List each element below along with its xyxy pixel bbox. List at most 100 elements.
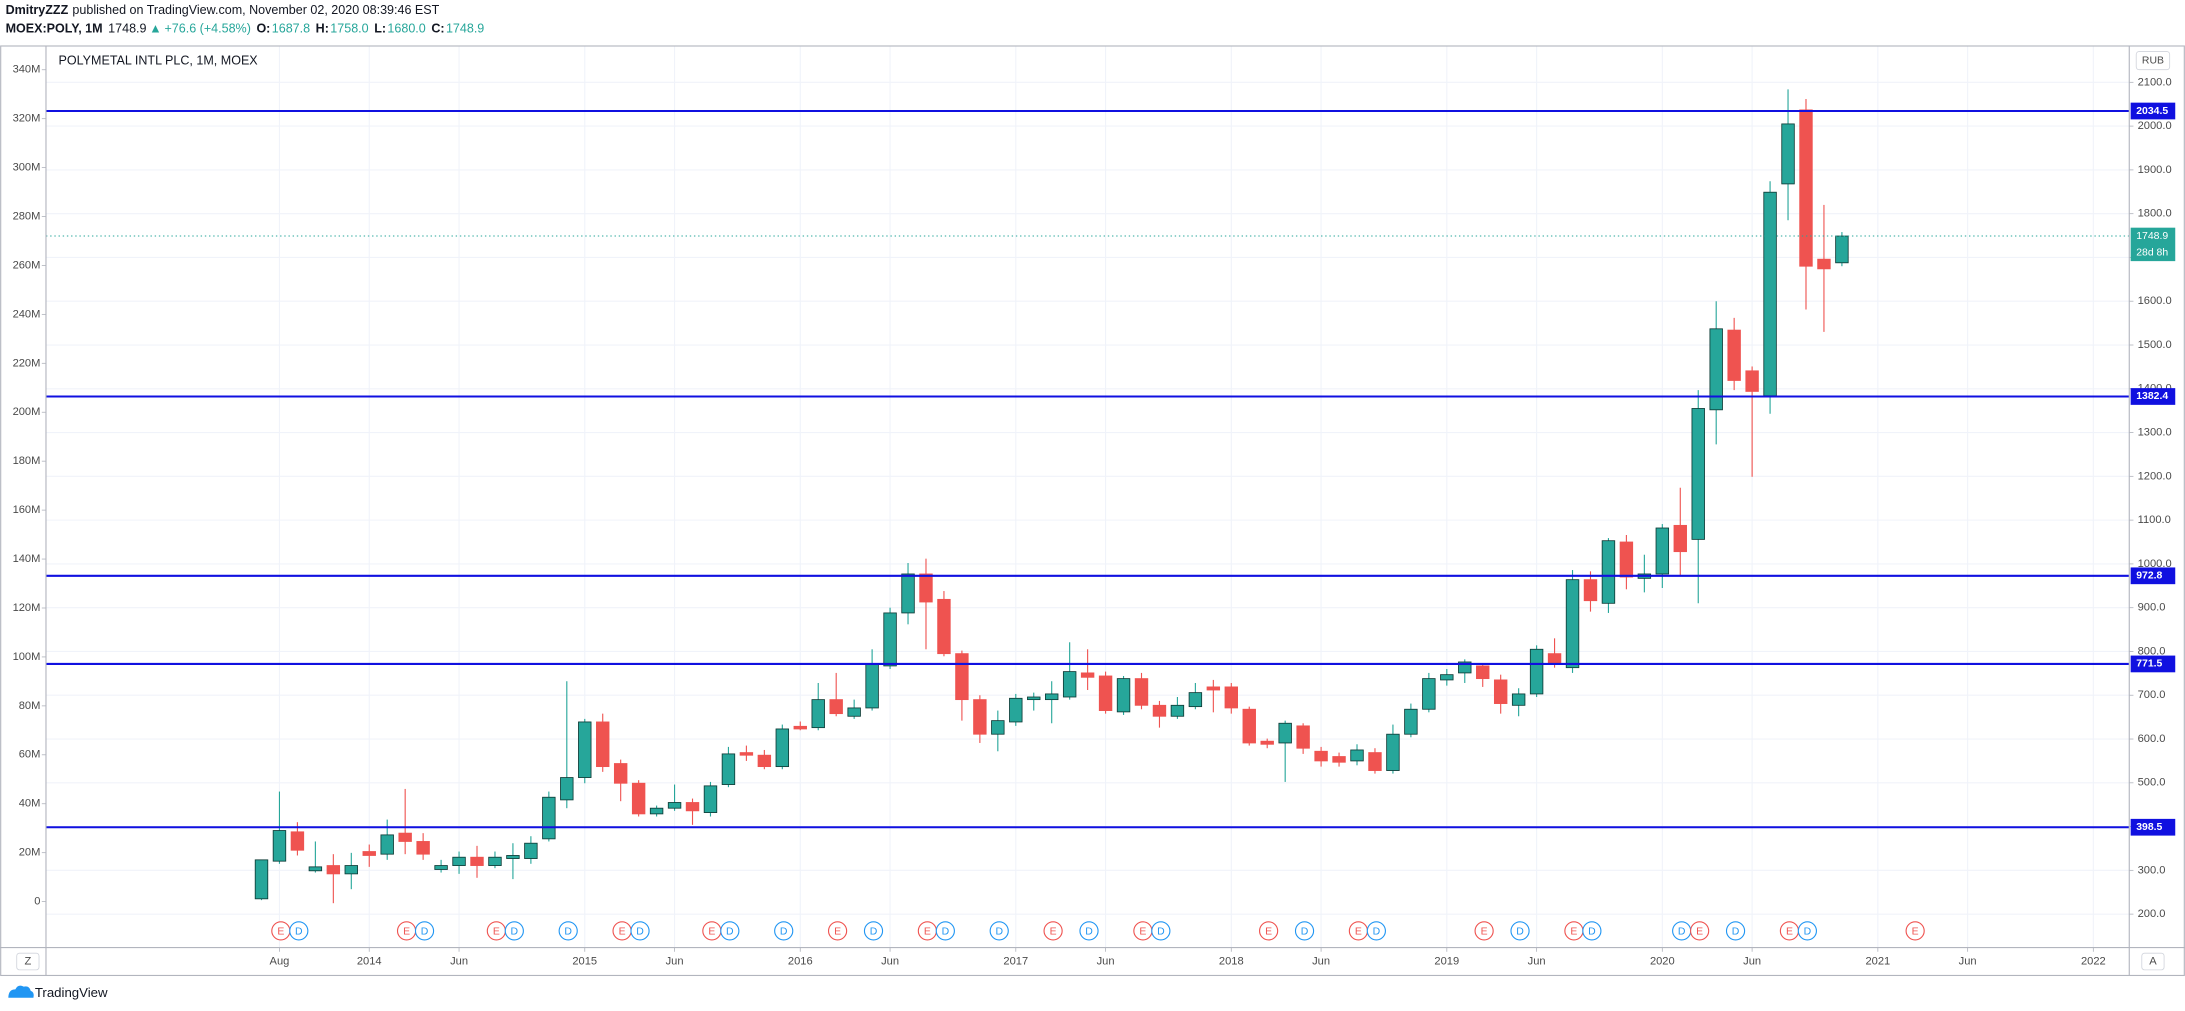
y2-tick-label: 20M — [19, 847, 41, 859]
y-tick-label: 2000.0 — [2138, 120, 2172, 132]
candle-body — [829, 699, 843, 715]
candle-body — [1296, 725, 1310, 749]
event-label[interactable]: D — [942, 926, 950, 937]
scale-button-label[interactable]: A — [2149, 955, 2157, 967]
event-marker[interactable] — [1151, 921, 1171, 941]
event-label[interactable]: D — [1804, 926, 1812, 937]
candle-body — [1763, 191, 1777, 397]
event-marker[interactable] — [935, 921, 955, 941]
event-label[interactable]: D — [995, 926, 1003, 937]
event-marker[interactable] — [1043, 921, 1063, 941]
event-label[interactable]: D — [1301, 926, 1309, 937]
candle-body — [1745, 370, 1759, 392]
x-tick-label: Jun — [666, 955, 684, 967]
event-label[interactable]: E — [1355, 926, 1362, 937]
ohlc-key: H: — [316, 22, 329, 36]
event-label[interactable]: E — [619, 926, 626, 937]
event-label[interactable]: E — [1265, 926, 1272, 937]
event-marker[interactable] — [827, 921, 848, 941]
candle-body — [488, 856, 502, 866]
scale-button[interactable] — [2141, 952, 2165, 971]
event-marker[interactable] — [504, 921, 524, 941]
candle-body — [1314, 750, 1328, 762]
y-tick-label: 1000.0 — [2138, 558, 2172, 570]
event-label[interactable]: D — [1373, 926, 1381, 937]
event-label[interactable]: E — [834, 926, 841, 937]
candle-body — [1493, 679, 1508, 704]
event-marker[interactable] — [1474, 921, 1494, 941]
event-label[interactable]: D — [511, 926, 519, 937]
event-marker[interactable] — [863, 921, 884, 941]
level-label: 972.8 — [2136, 571, 2162, 582]
event-marker[interactable] — [1366, 921, 1386, 941]
candle-body — [811, 699, 825, 729]
event-marker[interactable] — [1510, 921, 1530, 941]
event-label[interactable]: E — [1696, 926, 1703, 937]
candle-body — [1547, 653, 1562, 664]
y-tick-label: 700.0 — [2138, 689, 2166, 701]
event-label[interactable]: E — [708, 926, 715, 937]
y2-tick-label: 160M — [13, 504, 41, 516]
event-label[interactable]: D — [1732, 926, 1740, 937]
event-marker[interactable] — [720, 921, 740, 941]
event-label[interactable]: E — [1481, 926, 1488, 937]
y-tick-label: 900.0 — [2138, 602, 2166, 614]
ohlc-key: O: — [256, 22, 270, 36]
event-label[interactable]: D — [1516, 926, 1524, 937]
brand-logo — [8, 985, 34, 998]
event-marker[interactable] — [1690, 921, 1710, 941]
price-label: 1748.9 — [2136, 231, 2168, 242]
y2-tick-label: 0 — [34, 896, 40, 908]
event-label[interactable]: D — [1678, 926, 1686, 937]
candle-body — [578, 721, 592, 778]
candle-body — [667, 802, 682, 809]
event-marker[interactable] — [630, 921, 650, 941]
event-marker[interactable] — [1725, 921, 1746, 941]
candle-body — [1799, 109, 1813, 267]
event-label[interactable]: D — [1085, 926, 1093, 937]
event-label[interactable]: E — [1050, 926, 1057, 937]
event-label[interactable]: D — [564, 926, 572, 937]
publish-line: DmitryZZZ published on TradingView.com, N… — [6, 3, 440, 17]
event-marker[interactable] — [989, 921, 1009, 941]
event-label[interactable]: D — [1588, 926, 1596, 937]
event-label[interactable]: D — [870, 926, 878, 937]
event-marker[interactable] — [1797, 921, 1818, 941]
event-marker[interactable] — [558, 921, 578, 941]
event-marker[interactable] — [1258, 921, 1279, 941]
candle-body — [847, 707, 861, 717]
event-label[interactable]: E — [1139, 926, 1146, 937]
event-marker[interactable] — [1294, 921, 1315, 941]
event-marker[interactable] — [414, 921, 435, 941]
candle-body — [1422, 678, 1436, 710]
event-label[interactable]: E — [403, 926, 410, 937]
event-label[interactable]: E — [1786, 926, 1793, 937]
event-marker[interactable] — [289, 921, 309, 941]
y-tick-label: 1100.0 — [2138, 514, 2171, 526]
candle-body — [1278, 722, 1292, 744]
event-label[interactable]: D — [636, 926, 644, 937]
event-label[interactable]: E — [1570, 926, 1577, 937]
event-label[interactable]: D — [421, 926, 429, 937]
event-label[interactable]: E — [1912, 926, 1919, 937]
y-tick-label: 200.0 — [2138, 908, 2166, 920]
event-marker[interactable] — [1079, 921, 1099, 941]
event-label[interactable]: D — [295, 926, 303, 937]
scale-button-label[interactable]: Z — [24, 955, 31, 967]
level-label: 398.5 — [2136, 822, 2162, 833]
change: +76.6 (+4.58%) — [164, 22, 250, 36]
candle-body — [703, 785, 718, 813]
event-label[interactable]: E — [924, 926, 931, 937]
event-label[interactable]: E — [493, 926, 500, 937]
scale-button[interactable] — [16, 952, 40, 971]
event-label[interactable]: D — [1157, 926, 1165, 937]
candle-body — [1476, 665, 1490, 680]
event-marker[interactable] — [1582, 921, 1602, 941]
event-marker[interactable] — [1905, 921, 1925, 941]
event-marker[interactable] — [774, 921, 794, 941]
event-label[interactable]: D — [780, 926, 788, 937]
event-label[interactable]: E — [277, 926, 284, 937]
price-label-box — [2130, 227, 2176, 262]
event-label[interactable]: D — [726, 926, 734, 937]
